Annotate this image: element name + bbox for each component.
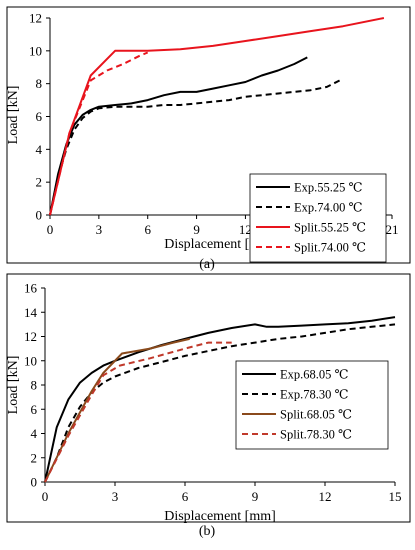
x-tick-label: 21 — [386, 222, 399, 237]
y-tick-label: 0 — [31, 475, 38, 490]
legend-label-3: Split.74.00 ℃ — [294, 241, 366, 255]
series-line-3 — [49, 51, 149, 216]
x-tick-label: 3 — [96, 222, 103, 237]
panel-label: (a) — [199, 257, 215, 272]
y-tick-label: 8 — [36, 76, 43, 91]
y-axis-label: Load [kN] — [6, 86, 21, 145]
legend-label-0: Exp.68.05 ℃ — [280, 368, 349, 382]
y-tick-label: 2 — [31, 450, 38, 465]
legend-label-1: Exp.74.00 ℃ — [294, 201, 363, 215]
series-line-2 — [49, 17, 385, 216]
y-tick-label: 0 — [36, 208, 43, 223]
legend-label-3: Split.78.30 ℃ — [280, 428, 352, 442]
legend-box — [249, 173, 387, 263]
y-tick-label: 4 — [31, 426, 38, 441]
y-tick-label: 14 — [24, 305, 38, 320]
x-tick-label: 12 — [319, 489, 332, 504]
x-tick-label: 0 — [47, 222, 54, 237]
series-line-0 — [49, 56, 308, 216]
series-line-2 — [44, 337, 190, 483]
y-tick-label: 6 — [36, 109, 43, 124]
legend-label-0: Exp.55.25 ℃ — [294, 181, 363, 195]
x-tick-label: 9 — [252, 489, 259, 504]
panel-b: 0 3 6 9 12 15 0 2 4 6 8 10 12 14 16 Displacement [mm] Lo… — [6, 273, 411, 539]
x-tick-label: 6 — [144, 222, 151, 237]
legend-label-2: Split.55.25 ℃ — [294, 221, 366, 235]
x-tick-label: 15 — [389, 489, 402, 504]
legend-label-2: Split.68.05 ℃ — [280, 408, 352, 422]
y-tick-label: 2 — [36, 175, 43, 190]
y-tick-label: 10 — [24, 353, 37, 368]
series-line-0 — [44, 316, 396, 483]
legend-label-1: Exp.78.30 ℃ — [280, 388, 349, 402]
x-tick-label: 3 — [112, 489, 119, 504]
series-line-3 — [44, 341, 232, 483]
x-tick-label: 0 — [42, 489, 49, 504]
chart-frame — [6, 6, 411, 264]
series-line-1 — [49, 77, 344, 216]
legend-box — [235, 360, 389, 450]
y-tick-label: 8 — [31, 378, 38, 393]
panel-label: (b) — [199, 524, 216, 539]
x-tick-label: 12 — [239, 222, 252, 237]
panel-a: 036912151821024681012Displacement [mm]Lo… — [6, 6, 411, 272]
y-tick-label: 4 — [36, 142, 43, 157]
y-tick-label: 12 — [24, 329, 37, 344]
y-tick-label: 6 — [31, 402, 38, 417]
chart-frame — [6, 273, 411, 523]
x-axis-label: Displacement [mm] — [164, 237, 276, 252]
series-line-1 — [44, 323, 396, 483]
y-tick-label: 12 — [29, 11, 42, 26]
x-axis-label: Displacement [mm] — [164, 509, 276, 524]
y-tick-label: 16 — [24, 281, 38, 296]
y-tick-label: 10 — [29, 43, 42, 58]
x-tick-label: 6 — [182, 489, 189, 504]
x-tick-label: 9 — [193, 222, 200, 237]
y-axis-label: Load [kN] — [6, 356, 21, 415]
